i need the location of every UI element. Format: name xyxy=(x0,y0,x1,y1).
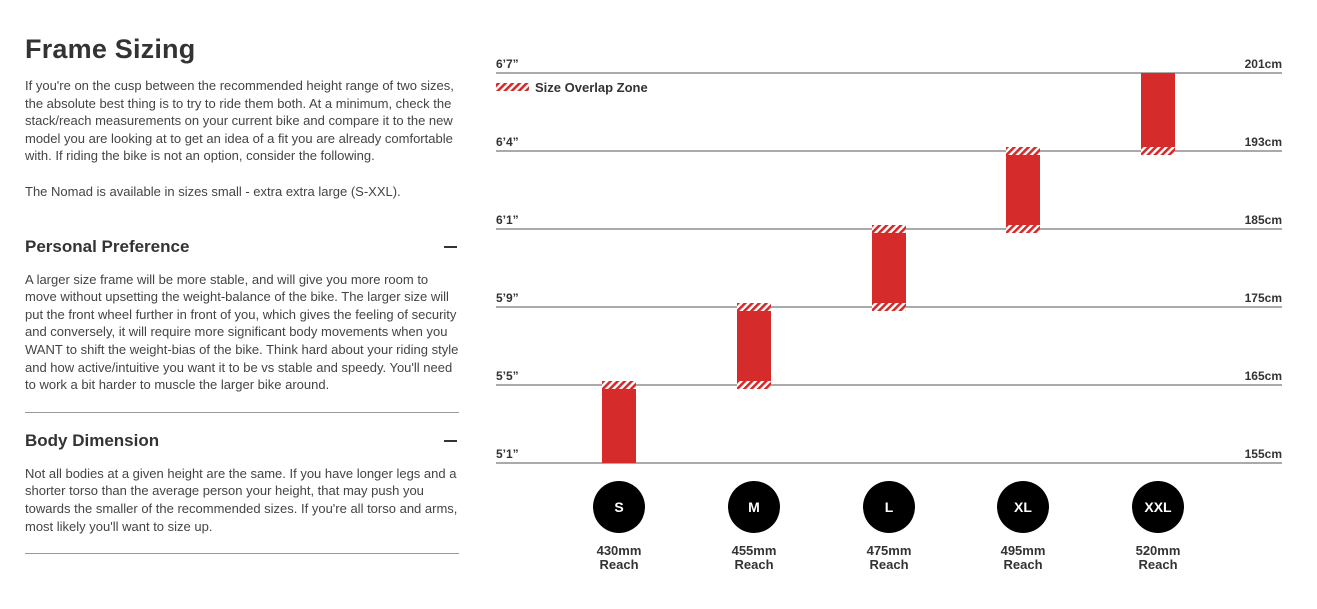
title: Frame Sizing xyxy=(25,34,196,64)
y-tick-label: 201cm xyxy=(1245,57,1282,71)
size-label: S xyxy=(614,499,623,515)
reach-caption: Reach xyxy=(599,557,638,572)
overlap-zone xyxy=(1141,147,1175,155)
section-heading: Body Dimension xyxy=(25,431,459,451)
y-tick-label-left: 6’1” xyxy=(496,213,519,227)
collapse-toggle[interactable] xyxy=(444,439,457,442)
y-tick-label: 155cm xyxy=(1245,447,1282,461)
paragraph: If you're on the cusp between the recomm… xyxy=(25,78,454,164)
collapse-toggle[interactable] xyxy=(444,245,457,248)
section: Body Dimension Not all bodies at a given … xyxy=(25,411,459,535)
y-tick-label: 175cm xyxy=(1245,291,1282,305)
reach-caption: Reach xyxy=(869,557,908,572)
y-tick-label-left: 6’7” xyxy=(496,57,519,71)
section-heading: Personal Preference xyxy=(25,237,459,257)
size-badge xyxy=(997,481,1049,533)
overlap-zone xyxy=(737,381,771,389)
bar xyxy=(1141,73,1175,155)
overlap-zone xyxy=(872,303,906,311)
legend-label: Size Overlap Zone xyxy=(535,80,648,95)
size-label: M xyxy=(748,499,760,515)
reach-value: 520mm xyxy=(1136,543,1181,558)
size-badge xyxy=(728,481,780,533)
bar xyxy=(872,225,906,311)
divider xyxy=(25,553,459,555)
section-title: Body Dimension xyxy=(25,430,160,450)
paragraph: The Nomad is available in sizes small - … xyxy=(25,183,401,199)
bar xyxy=(1006,147,1040,233)
y-tick-label: 185cm xyxy=(1245,213,1282,227)
y-tick-label: 193cm xyxy=(1245,135,1282,149)
reach-caption: Reach xyxy=(1138,557,1177,572)
size-badge xyxy=(1132,481,1184,533)
y-tick-label-left: 6’4” xyxy=(496,135,519,149)
reach-value: 475mm xyxy=(867,543,912,558)
y-tick-label-left: 5’9” xyxy=(496,291,519,305)
section: Personal Preference A larger size frame w… xyxy=(25,219,459,394)
section-body: Not all bodies at a given height are the… xyxy=(25,465,458,534)
article: Frame Sizing If you're on the cusp betwe… xyxy=(25,34,459,555)
reach-value: 495mm xyxy=(1001,543,1046,558)
reach-value: 430mm xyxy=(597,543,642,558)
size-badge xyxy=(863,481,915,533)
size-label: XXL xyxy=(1144,499,1172,515)
bar xyxy=(602,381,636,463)
reach-caption: Reach xyxy=(1003,557,1042,572)
overlap-zone xyxy=(737,303,771,311)
reach-caption: Reach xyxy=(734,557,773,572)
overlap-zone xyxy=(1006,225,1040,233)
y-tick-label: 165cm xyxy=(1245,369,1282,383)
overlap-zone xyxy=(872,225,906,233)
overlap-zone xyxy=(602,381,636,389)
bar xyxy=(737,303,771,389)
section-title: Personal Preference xyxy=(25,236,190,256)
legend-swatch xyxy=(496,83,529,91)
size-label: XL xyxy=(1014,499,1032,515)
y-tick-label-left: 5’1” xyxy=(496,447,519,461)
overlap-zone xyxy=(1006,147,1040,155)
size-label: L xyxy=(885,499,894,515)
y-tick-label-left: 5’5” xyxy=(496,369,519,383)
size-badge xyxy=(593,481,645,533)
section-body: A larger size frame will be more stable,… xyxy=(25,271,459,393)
reach-value: 455mm xyxy=(732,543,777,558)
